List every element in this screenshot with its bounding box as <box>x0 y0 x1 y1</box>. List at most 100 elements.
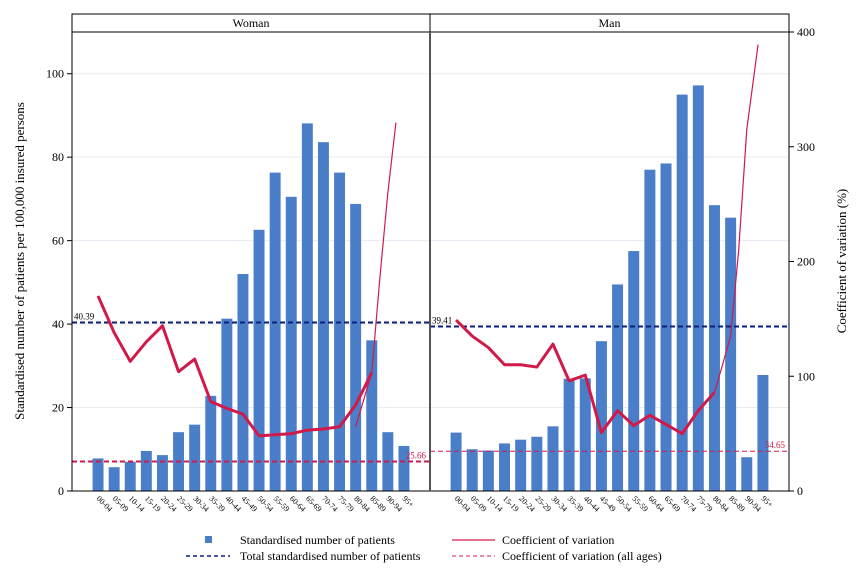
bar <box>451 433 462 491</box>
bar <box>93 458 104 491</box>
panel-title: Man <box>599 16 621 30</box>
category-label: 35-39 <box>566 494 586 514</box>
cv-all-ages-label: 25.66 <box>406 451 427 461</box>
cv-all-ages-label: 34.65 <box>765 440 786 450</box>
y-tick-label: 20 <box>52 401 64 415</box>
category-label: 30-34 <box>550 494 570 514</box>
category-label: 50-54 <box>256 494 276 514</box>
category-label: 60-64 <box>646 494 666 514</box>
category-label: 40-44 <box>582 494 602 514</box>
bar <box>189 425 200 491</box>
category-label: 55-59 <box>272 494 292 514</box>
bar <box>547 426 558 491</box>
category-label: 15-19 <box>143 494 163 514</box>
category-label: 80-84 <box>352 494 372 514</box>
category-label: 05-09 <box>469 494 489 514</box>
legend-cv-label: Coefficient of variation <box>502 533 614 547</box>
category-label: 10-14 <box>127 494 147 514</box>
bar <box>483 451 494 491</box>
y-axis-title: Standardised number of patients per 100,… <box>12 102 27 420</box>
total-reference-label: 39.41 <box>432 316 452 326</box>
category-label: 85-89 <box>727 494 747 514</box>
bar <box>254 230 265 491</box>
bar <box>125 462 136 491</box>
bar <box>237 274 248 491</box>
bar <box>109 467 120 491</box>
category-label: 60-64 <box>288 494 308 514</box>
bar <box>725 218 736 491</box>
bar <box>157 455 168 491</box>
category-label: 50-54 <box>614 494 634 514</box>
legend-bars-swatch <box>205 536 212 543</box>
category-label: 85-89 <box>368 494 388 514</box>
bar <box>350 204 361 491</box>
y-tick-label: 60 <box>52 234 64 248</box>
category-label: 35-39 <box>207 494 227 514</box>
bar <box>318 142 329 491</box>
y2-tick-label: 400 <box>797 25 815 39</box>
bar <box>531 437 542 491</box>
category-label: 55-59 <box>630 494 650 514</box>
category-label: 65-69 <box>663 494 683 514</box>
total-reference-label: 40.39 <box>74 311 95 321</box>
category-label: 40-44 <box>223 494 243 514</box>
bar <box>628 251 639 491</box>
bar <box>270 173 281 491</box>
y2-tick-label: 100 <box>797 369 815 383</box>
y-tick-label: 0 <box>58 484 64 498</box>
category-label: 15-19 <box>501 494 521 514</box>
bar <box>741 457 752 491</box>
cv-line <box>98 296 372 436</box>
category-label: 90-94 <box>743 494 763 514</box>
bar <box>205 396 216 491</box>
category-label: 80-84 <box>711 494 731 514</box>
bar <box>334 173 345 491</box>
legend-total-label: Total standardised number of patients <box>240 549 421 563</box>
bar <box>302 123 313 491</box>
bar <box>644 170 655 491</box>
bar <box>499 443 510 491</box>
legend-bars-label: Standardised number of patients <box>240 533 395 547</box>
y2-axis-title: Coefficient of variation (%) <box>834 189 849 334</box>
y-tick-label: 100 <box>46 67 64 81</box>
category-label: 05-09 <box>111 494 131 514</box>
panel-title: Woman <box>232 16 269 30</box>
bar <box>366 340 377 491</box>
y-tick-label: 80 <box>52 150 64 164</box>
bar <box>580 378 591 491</box>
bar <box>757 375 768 491</box>
cv-tail-line <box>714 45 758 393</box>
legend-cv-all-label: Coefficient of variation (all ages) <box>502 549 662 563</box>
category-label: 70-74 <box>679 494 699 514</box>
y2-tick-label: 300 <box>797 140 815 154</box>
bar <box>467 449 478 491</box>
bar <box>141 451 152 491</box>
bar <box>221 319 232 491</box>
category-label: 10-14 <box>485 494 505 514</box>
category-label: 00-04 <box>95 494 115 514</box>
category-label: 00-04 <box>453 494 473 514</box>
bar <box>709 205 720 491</box>
bar <box>612 284 623 491</box>
category-label: 45-49 <box>598 494 618 514</box>
category-label: 75-79 <box>695 494 715 514</box>
category-label: 25-29 <box>533 494 553 514</box>
category-label: 65-69 <box>304 494 324 514</box>
category-label: 90-94 <box>384 494 404 514</box>
category-label: 30-34 <box>191 494 211 514</box>
bar <box>564 379 575 491</box>
category-label: 75-79 <box>336 494 356 514</box>
y2-tick-label: 200 <box>797 255 815 269</box>
bar <box>286 197 297 491</box>
bar <box>515 440 526 491</box>
y2-tick-label: 0 <box>797 484 803 498</box>
bar <box>693 85 704 491</box>
y-tick-label: 40 <box>52 317 64 331</box>
category-label: 20-24 <box>159 494 179 514</box>
category-label: 25-29 <box>175 494 195 514</box>
category-label: 20-24 <box>517 494 537 514</box>
category-label: 45-49 <box>240 494 260 514</box>
category-label: 70-74 <box>320 494 340 514</box>
